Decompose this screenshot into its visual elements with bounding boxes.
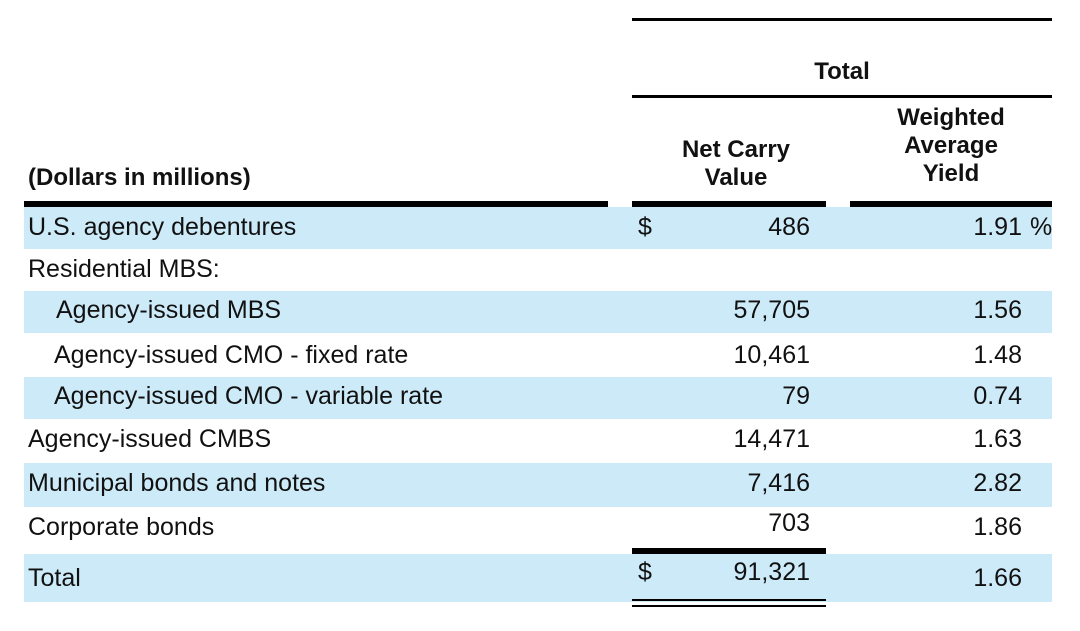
yield-header-rule <box>850 201 1052 207</box>
currency-symbol: $ <box>638 558 652 586</box>
percent-symbol: % <box>1030 213 1053 241</box>
total-double-rule-top <box>632 599 826 601</box>
weighted-average-yield: 1.91 <box>973 213 1022 241</box>
caption-header-rule <box>24 201 608 207</box>
table-caption: (Dollars in millions) <box>28 164 251 191</box>
row-band <box>24 377 1052 419</box>
column-header-line: Net Carry <box>681 136 791 163</box>
column-group-rule <box>632 95 1052 98</box>
column-header-line: Yield <box>922 160 980 187</box>
column-header-weighted-average-yield: Weighted Average Yield <box>850 104 1052 188</box>
column-header-line: Value <box>704 164 768 191</box>
row-label: U.S. agency debentures <box>28 213 297 241</box>
weighted-average-yield: 1.66 <box>973 564 1022 592</box>
row-label: Corporate bonds <box>28 513 215 541</box>
weighted-average-yield: 0.74 <box>973 382 1022 410</box>
row-band <box>24 463 1052 507</box>
table-row-total: Total $ 91,321 1.66 <box>0 554 1080 602</box>
currency-symbol: $ <box>638 213 652 241</box>
table-row: Agency-issued CMO - variable rate 79 0.7… <box>0 377 1080 419</box>
row-label: Agency-issued CMO - fixed rate <box>54 341 409 369</box>
row-band <box>24 207 1052 249</box>
net-carry-value: 91,321 <box>733 558 810 586</box>
header-top-rule <box>632 18 1052 21</box>
row-band <box>24 291 1052 333</box>
row-label: Agency-issued MBS <box>56 296 282 324</box>
total-double-rule-bottom <box>632 605 826 607</box>
weighted-average-yield: 1.63 <box>973 425 1022 453</box>
row-label: Municipal bonds and notes <box>28 469 326 497</box>
net-carry-value: 10,461 <box>733 341 810 369</box>
table-row: Agency-issued CMBS 14,471 1.63 <box>0 419 1080 463</box>
column-header-line: Average <box>904 132 998 159</box>
net-carry-value: 14,471 <box>733 425 810 453</box>
weighted-average-yield: 1.48 <box>973 341 1022 369</box>
weighted-average-yield: 2.82 <box>973 469 1022 497</box>
subtotal-rule <box>632 548 826 554</box>
column-header-net-carry-value: Net Carry Value <box>632 136 840 192</box>
net-carry-value: 703 <box>768 509 810 537</box>
net-carry-header-rule <box>632 201 826 207</box>
weighted-average-yield: 1.86 <box>973 513 1022 541</box>
net-carry-value: 7,416 <box>747 469 810 497</box>
table-row: Corporate bonds 703 1.86 <box>0 507 1080 551</box>
table-row: Municipal bonds and notes 7,416 2.82 <box>0 463 1080 507</box>
table-row: Agency-issued MBS 57,705 1.56 <box>0 291 1080 333</box>
table-row: U.S. agency debentures $ 486 1.91 % <box>0 207 1080 249</box>
net-carry-value: 57,705 <box>733 296 810 324</box>
row-label: Total <box>28 564 81 592</box>
row-label: Residential MBS: <box>28 255 220 283</box>
table-row: Agency-issued CMO - fixed rate 10,461 1.… <box>0 333 1080 377</box>
row-band <box>24 554 1052 602</box>
column-header-line: Weighted <box>897 104 1005 131</box>
table-row: Residential MBS: <box>0 249 1080 291</box>
row-label: Agency-issued CMBS <box>28 425 272 453</box>
net-carry-value: 486 <box>768 213 810 241</box>
net-carry-value: 79 <box>782 382 810 410</box>
weighted-average-yield: 1.56 <box>973 296 1022 324</box>
column-group-title: Total <box>814 58 870 85</box>
row-label: Agency-issued CMO - variable rate <box>54 382 444 410</box>
